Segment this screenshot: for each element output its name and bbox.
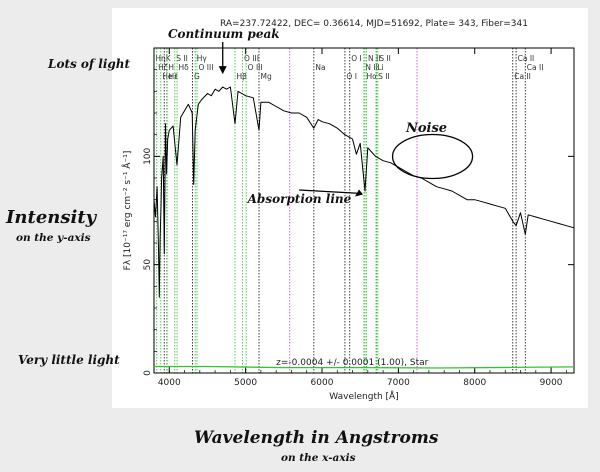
x-tick-label: 9000: [540, 378, 563, 388]
spectral-line-label: Li: [377, 63, 383, 72]
spectral-line-label: O I: [346, 72, 357, 81]
x-axis-label: Wavelength [Å]: [329, 390, 398, 402]
x-tick-label: 6000: [311, 378, 334, 388]
lots-of-light-label: Lots of light: [48, 57, 131, 71]
very-little-light-label: Very little light: [18, 353, 120, 367]
absorption-line-arrowhead: [355, 189, 363, 197]
y-tick-label: 0: [143, 370, 153, 376]
spectral-line-label: Na: [315, 63, 325, 72]
spectral-line-label: H: [168, 63, 174, 72]
spectral-line-label: Ca II: [514, 72, 531, 81]
wavelength-sublabel: on the x-axis: [281, 452, 356, 464]
spectral-line-label: Hδ: [179, 63, 190, 72]
intensity-sublabel: on the y-axis: [16, 232, 91, 244]
intensity-label: Intensity: [6, 207, 97, 228]
spectral-line-label: Hγ: [197, 54, 208, 63]
spectral-line-label: Hα: [366, 72, 377, 81]
continuum-peak-annotation: Continuum peak: [168, 27, 280, 41]
spectral-line-label: N II: [365, 63, 377, 72]
spectral-line-label: O III: [244, 54, 259, 63]
x-tick-label: 4000: [158, 378, 181, 388]
noise-annotation: Noise: [405, 121, 447, 136]
spectral-line-label: Ca II: [518, 54, 535, 63]
wavelength-label: Wavelength in Angstroms: [194, 428, 439, 448]
y-tick-label: 50: [143, 259, 153, 271]
spectral-line-label: N II: [368, 54, 380, 63]
spectral-line-label: Hζ: [158, 63, 168, 72]
spectral-line-label: Hβ: [237, 72, 248, 81]
spectral-line-label: S II: [378, 72, 390, 81]
flux-line: [153, 86, 575, 298]
spectral-line-label: O III: [198, 63, 213, 72]
absorption-line-annotation: Absorption line: [247, 192, 352, 206]
chart-title: RA=237.72422, DEC= 0.36614, MJD=51692, P…: [220, 19, 528, 29]
x-tick-label: 7000: [387, 378, 410, 388]
y-axis-label: Fλ [10⁻¹⁷ erg cm⁻² s⁻¹ Å⁻¹]: [121, 151, 133, 271]
spectral-line-label: Ca II: [527, 63, 544, 72]
redshift-text: z=-0.0004 +/- 0.0001 (1.00), Star: [276, 358, 428, 368]
spectral-line-label: K: [166, 54, 172, 63]
error-line: [154, 365, 575, 369]
y-tick-label: 100: [143, 147, 153, 164]
spectral-line-label: O I: [351, 54, 362, 63]
spectral-line-label: O III: [248, 63, 263, 72]
spectral-line-label: S II: [379, 54, 391, 63]
spectral-line-label: S II: [176, 54, 188, 63]
continuum-peak-arrowhead: [218, 66, 227, 75]
spectral-line-label: Mg: [261, 72, 272, 81]
spectral-line-label: He I: [162, 72, 177, 81]
absorption-line-arrow: [299, 189, 363, 195]
x-tick-label: 5000: [234, 378, 257, 388]
spectral-line-label: Hε: [168, 72, 178, 81]
noise-ellipse: [391, 133, 474, 180]
x-tick-label: 8000: [463, 378, 486, 388]
plot-frame: [153, 47, 575, 374]
